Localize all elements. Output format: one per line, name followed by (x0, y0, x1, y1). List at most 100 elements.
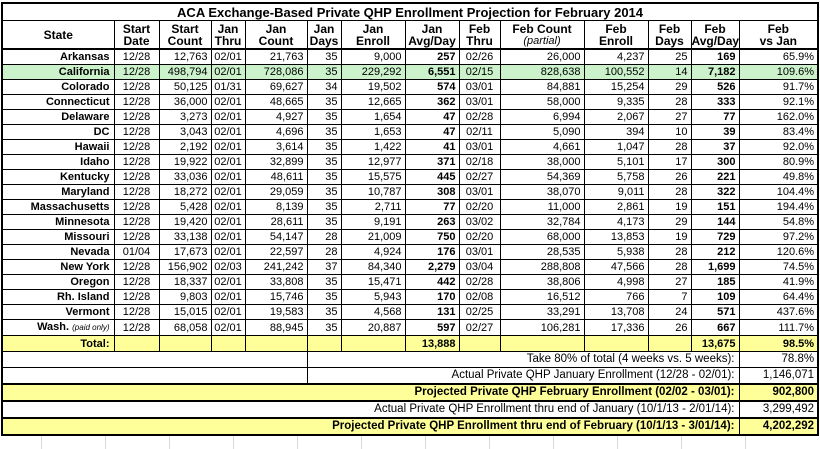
cell-jan-count[interactable]: 69,627 (244, 79, 308, 95)
cell-feb-enroll[interactable]: 766 (583, 289, 649, 305)
cell-jan-avg-day[interactable]: 170 (404, 289, 460, 305)
cell-jan-thru[interactable]: 02/01 (210, 184, 246, 200)
cell-jan-count[interactable]: 54,147 (244, 229, 308, 245)
cell-start-count[interactable]: 9,803 (158, 289, 212, 305)
cell-jan-thru[interactable]: 02/01 (210, 214, 246, 230)
cell-state[interactable]: Hawaii (1, 139, 115, 155)
cell-state[interactable]: Arkansas (1, 48, 115, 65)
cell-jan-thru[interactable]: 02/01 (210, 94, 246, 110)
cell-feb-vs-jan[interactable]: 65.9% (738, 48, 819, 65)
cell-jan-avg-day[interactable]: 362 (404, 94, 460, 110)
cell-feb-count[interactable]: 28,535 (499, 244, 585, 260)
cell-jan-enroll[interactable]: 12,977 (340, 154, 406, 170)
cell-jan-enroll[interactable]: 2,711 (340, 199, 406, 215)
cell-jan-avg-day[interactable]: 750 (404, 229, 460, 245)
cell-state[interactable]: California (1, 64, 115, 80)
column-header-jan-enroll[interactable]: Jan Enroll (340, 20, 406, 50)
cell-start-date[interactable]: 12/28 (113, 169, 160, 185)
cell-jan-thru[interactable]: 01/31 (210, 79, 246, 95)
cell-state[interactable]: Minnesota (1, 214, 115, 230)
cell-start-date[interactable]: 12/28 (113, 184, 160, 200)
cell-jan-avg-day[interactable]: 597 (404, 319, 460, 336)
cell-feb-thru[interactable]: 02/28 (458, 109, 501, 125)
total-jan-days[interactable] (306, 335, 342, 352)
cell-start-date[interactable]: 12/28 (113, 124, 160, 140)
cell-jan-days[interactable]: 35 (306, 64, 342, 80)
cell-feb-enroll[interactable]: 47,566 (583, 259, 649, 275)
cell-feb-vs-jan[interactable]: 54.8% (738, 214, 819, 230)
cell-feb-count[interactable]: 68,000 (499, 229, 585, 245)
cell-feb-enroll[interactable]: 4,237 (583, 48, 649, 65)
cell-state[interactable]: New York (1, 259, 115, 275)
total-label[interactable]: Total: (1, 335, 115, 352)
cell-jan-days[interactable]: 28 (306, 229, 342, 245)
cell-jan-avg-day[interactable]: 47 (404, 109, 460, 125)
cell-jan-enroll[interactable]: 15,575 (340, 169, 406, 185)
cell-feb-thru[interactable]: 02/20 (458, 199, 501, 215)
summary-label[interactable]: Projected Private QHP February Enrollmen… (1, 383, 740, 402)
cell-jan-count[interactable]: 48,665 (244, 94, 308, 110)
cell-feb-avg-day[interactable]: 151 (690, 199, 740, 215)
total-jan-count[interactable] (244, 335, 308, 352)
cell-jan-days[interactable]: 28 (306, 244, 342, 260)
cell-feb-days[interactable]: 19 (647, 229, 692, 245)
cell-feb-avg-day[interactable]: 300 (690, 154, 740, 170)
cell-jan-enroll[interactable]: 4,924 (340, 244, 406, 260)
cell-jan-enroll[interactable]: 21,009 (340, 229, 406, 245)
table-title[interactable]: ACA Exchange-Based Private QHP Enrollmen… (1, 2, 819, 21)
cell-state[interactable]: Rh. Island (1, 289, 115, 305)
cell-feb-vs-jan[interactable]: 91.7% (738, 79, 819, 95)
column-header-jan-thru[interactable]: Jan Thru (210, 20, 246, 50)
cell-feb-count[interactable]: 54,369 (499, 169, 585, 185)
cell-jan-count[interactable]: 3,614 (244, 139, 308, 155)
summary-blank-cell[interactable] (1, 367, 308, 385)
cell-feb-count[interactable]: 106,281 (499, 319, 585, 336)
cell-start-date[interactable]: 12/28 (113, 229, 160, 245)
cell-jan-enroll[interactable]: 4,568 (340, 304, 406, 320)
cell-jan-count[interactable]: 8,139 (244, 199, 308, 215)
cell-feb-vs-jan[interactable]: 111.7% (738, 319, 819, 336)
cell-feb-days[interactable]: 17 (647, 154, 692, 170)
cell-feb-avg-day[interactable]: 144 (690, 214, 740, 230)
cell-feb-vs-jan[interactable]: 194.4% (738, 199, 819, 215)
cell-feb-avg-day[interactable]: 667 (690, 319, 740, 336)
cell-feb-days[interactable]: 29 (647, 214, 692, 230)
cell-state[interactable]: Vermont (1, 304, 115, 320)
cell-start-date[interactable]: 12/28 (113, 304, 160, 320)
cell-feb-thru[interactable]: 02/08 (458, 289, 501, 305)
summary-value[interactable]: 78.8% (738, 351, 819, 368)
column-header-start-date[interactable]: Start Date (113, 20, 160, 50)
cell-jan-days[interactable]: 35 (306, 304, 342, 320)
column-header-jan-days[interactable]: Jan Days (306, 20, 342, 50)
cell-feb-count[interactable]: 38,806 (499, 274, 585, 290)
cell-jan-avg-day[interactable]: 2,279 (404, 259, 460, 275)
cell-feb-enroll[interactable]: 394 (583, 124, 649, 140)
column-header-feb-avg-day[interactable]: Feb Avg/Day (690, 20, 740, 50)
summary-value[interactable]: 4,202,292 (738, 417, 819, 436)
cell-start-count[interactable]: 15,015 (158, 304, 212, 320)
cell-jan-count[interactable]: 29,059 (244, 184, 308, 200)
cell-jan-thru[interactable]: 02/01 (210, 199, 246, 215)
cell-feb-avg-day[interactable]: 221 (690, 169, 740, 185)
total-start-count[interactable] (158, 335, 212, 352)
cell-jan-enroll[interactable]: 1,653 (340, 124, 406, 140)
cell-feb-thru[interactable]: 03/01 (458, 94, 501, 110)
cell-jan-avg-day[interactable]: 47 (404, 124, 460, 140)
cell-jan-avg-day[interactable]: 131 (404, 304, 460, 320)
cell-start-count[interactable]: 33,036 (158, 169, 212, 185)
cell-feb-vs-jan[interactable]: 104.4% (738, 184, 819, 200)
cell-feb-vs-jan[interactable]: 92.0% (738, 139, 819, 155)
cell-jan-thru[interactable]: 02/01 (210, 139, 246, 155)
cell-feb-count[interactable]: 828,638 (499, 64, 585, 80)
cell-jan-thru[interactable]: 02/01 (210, 289, 246, 305)
cell-start-date[interactable]: 01/04 (113, 244, 160, 260)
cell-feb-thru[interactable]: 02/11 (458, 124, 501, 140)
cell-jan-count[interactable]: 4,927 (244, 109, 308, 125)
cell-jan-avg-day[interactable]: 263 (404, 214, 460, 230)
cell-start-date[interactable]: 12/28 (113, 199, 160, 215)
cell-feb-thru[interactable]: 03/01 (458, 244, 501, 260)
cell-start-date[interactable]: 12/28 (113, 274, 160, 290)
cell-feb-enroll[interactable]: 4,998 (583, 274, 649, 290)
total-feb-enroll[interactable] (583, 335, 649, 352)
cell-start-count[interactable]: 17,673 (158, 244, 212, 260)
